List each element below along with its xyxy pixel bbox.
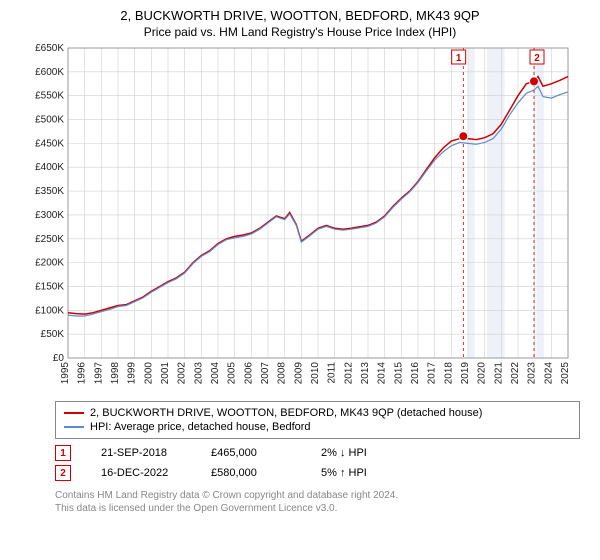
svg-text:2019: 2019 <box>460 362 471 385</box>
sale-price: £465,000 <box>211 447 291 459</box>
svg-text:2008: 2008 <box>277 362 288 385</box>
svg-text:£50K: £50K <box>41 329 65 340</box>
sale-delta: 5% ↑ HPI <box>321 467 401 479</box>
svg-text:2013: 2013 <box>360 362 371 385</box>
sale-marker-box: 1 <box>55 445 71 461</box>
legend-label: HPI: Average price, detached house, Bedf… <box>90 420 311 434</box>
svg-text:2023: 2023 <box>527 362 538 385</box>
svg-text:£100K: £100K <box>35 305 64 316</box>
svg-text:1: 1 <box>456 53 462 64</box>
sale-price: £580,000 <box>211 467 291 479</box>
sale-date: 16-DEC-2022 <box>101 467 181 479</box>
svg-text:£550K: £550K <box>35 91 64 102</box>
svg-text:2004: 2004 <box>210 362 221 385</box>
svg-text:2005: 2005 <box>227 362 238 385</box>
svg-text:2012: 2012 <box>343 362 354 385</box>
svg-text:£650K: £650K <box>35 43 64 54</box>
legend-swatch <box>64 426 84 428</box>
sale-row: 1 21-SEP-2018 £465,000 2% ↓ HPI <box>55 443 580 463</box>
svg-text:£150K: £150K <box>35 281 64 292</box>
chart-title: 2, BUCKWORTH DRIVE, WOOTTON, BEDFORD, MK… <box>0 0 600 23</box>
legend: 2, BUCKWORTH DRIVE, WOOTTON, BEDFORD, MK… <box>55 401 580 439</box>
legend-swatch <box>64 412 84 414</box>
svg-text:2: 2 <box>534 53 540 64</box>
svg-text:2007: 2007 <box>260 362 271 385</box>
svg-text:£600K: £600K <box>35 67 64 78</box>
svg-text:£400K: £400K <box>35 162 64 173</box>
svg-text:£350K: £350K <box>35 186 64 197</box>
sale-marker-box: 2 <box>55 465 71 481</box>
legend-row: HPI: Average price, detached house, Bedf… <box>64 420 571 434</box>
svg-text:2001: 2001 <box>160 362 171 385</box>
svg-text:1997: 1997 <box>93 362 104 385</box>
svg-text:2011: 2011 <box>327 362 338 384</box>
svg-text:£250K: £250K <box>35 234 64 245</box>
svg-text:1995: 1995 <box>60 362 71 385</box>
svg-text:£200K: £200K <box>35 258 64 269</box>
svg-text:2017: 2017 <box>427 362 438 385</box>
svg-text:2020: 2020 <box>477 362 488 385</box>
svg-text:2009: 2009 <box>293 362 304 385</box>
svg-text:2006: 2006 <box>243 362 254 385</box>
footer-line-2: This data is licensed under the Open Gov… <box>55 502 580 515</box>
svg-text:£500K: £500K <box>35 115 64 126</box>
legend-row: 2, BUCKWORTH DRIVE, WOOTTON, BEDFORD, MK… <box>64 406 571 420</box>
footer-line-1: Contains HM Land Registry data © Crown c… <box>55 489 580 502</box>
svg-text:2016: 2016 <box>410 362 421 385</box>
svg-text:2022: 2022 <box>510 362 521 385</box>
sale-row: 2 16-DEC-2022 £580,000 5% ↑ HPI <box>55 463 580 483</box>
svg-text:2018: 2018 <box>443 362 454 385</box>
footer-attribution: Contains HM Land Registry data © Crown c… <box>55 489 580 515</box>
svg-text:2000: 2000 <box>143 362 154 385</box>
svg-text:1999: 1999 <box>127 362 138 385</box>
chart-area: £0£50K£100K£150K£200K£250K£300K£350K£400… <box>20 43 580 393</box>
svg-text:2021: 2021 <box>493 362 504 385</box>
svg-text:2025: 2025 <box>560 362 571 385</box>
sale-date: 21-SEP-2018 <box>101 447 181 459</box>
svg-text:£300K: £300K <box>35 210 64 221</box>
svg-text:2002: 2002 <box>177 362 188 385</box>
sale-delta: 2% ↓ HPI <box>321 447 401 459</box>
legend-label: 2, BUCKWORTH DRIVE, WOOTTON, BEDFORD, MK… <box>90 406 482 420</box>
svg-text:£450K: £450K <box>35 138 64 149</box>
line-chart: £0£50K£100K£150K£200K£250K£300K£350K£400… <box>20 43 580 393</box>
svg-text:2003: 2003 <box>193 362 204 385</box>
svg-text:2024: 2024 <box>543 362 554 385</box>
svg-text:1996: 1996 <box>77 362 88 385</box>
svg-text:2014: 2014 <box>377 362 388 385</box>
svg-text:2015: 2015 <box>393 362 404 385</box>
sales-table: 1 21-SEP-2018 £465,000 2% ↓ HPI 2 16-DEC-2022… <box>55 443 580 483</box>
chart-subtitle: Price paid vs. HM Land Registry's House … <box>0 23 600 43</box>
svg-text:2010: 2010 <box>310 362 321 385</box>
svg-text:1998: 1998 <box>110 362 121 385</box>
